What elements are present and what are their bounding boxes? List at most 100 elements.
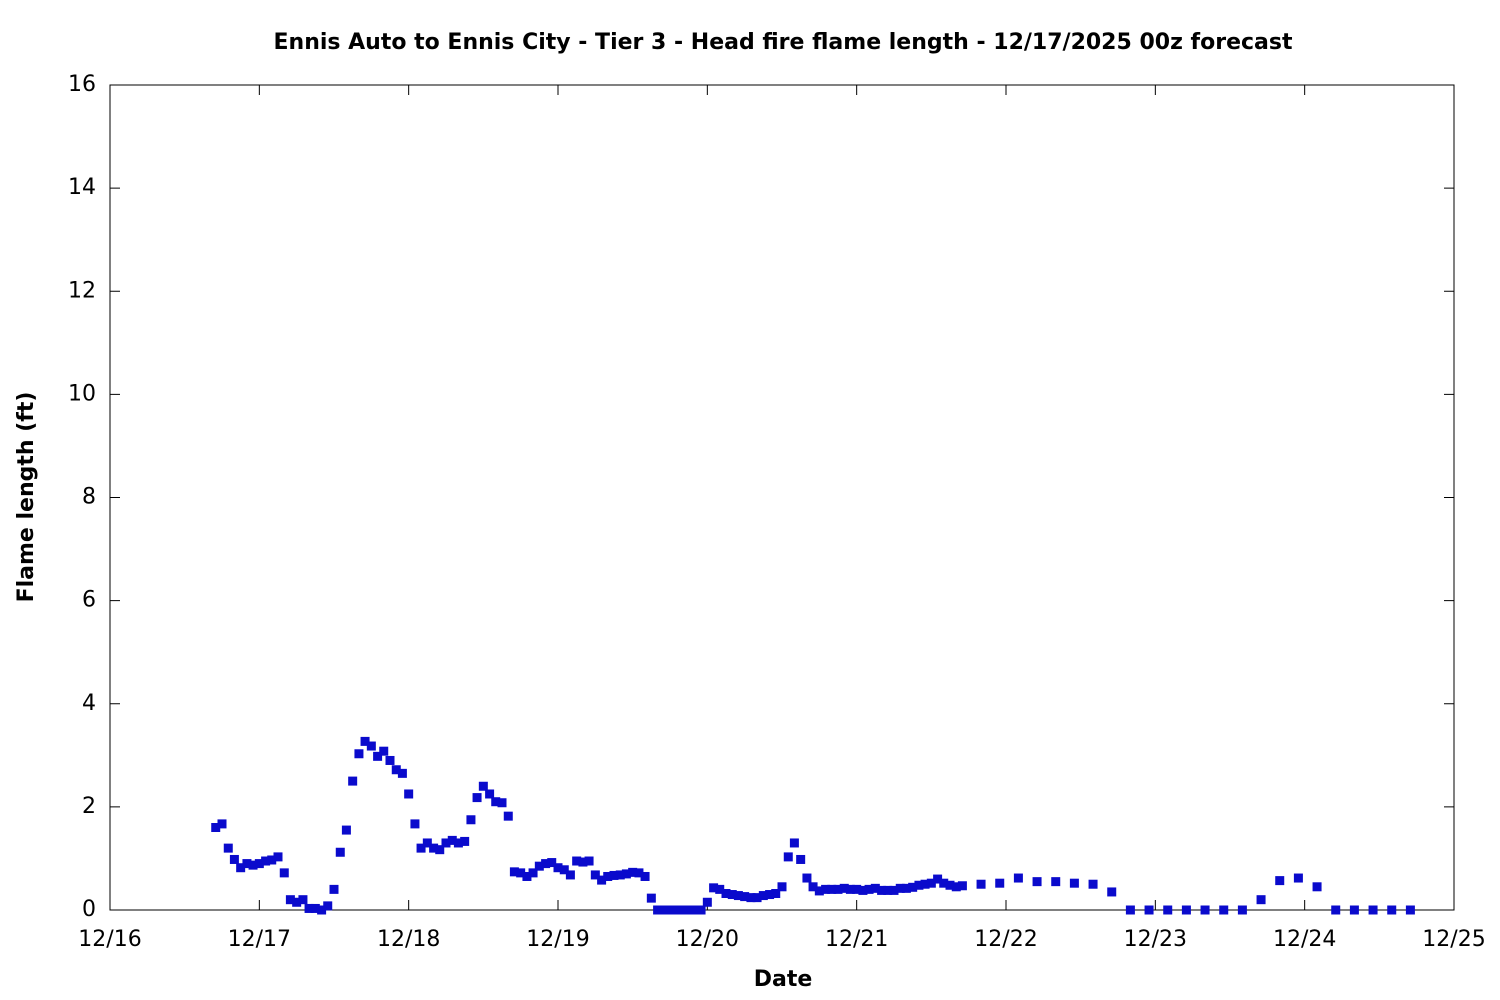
point [796, 854, 806, 864]
point [771, 889, 781, 898]
point [522, 871, 532, 881]
point [223, 843, 233, 853]
point [211, 823, 221, 832]
x-tick-label: 12/16 [78, 927, 141, 952]
chart-title: Ennis Auto to Ennis City - Tier 3 - Head… [274, 30, 1293, 55]
point [671, 905, 681, 915]
point [379, 746, 389, 756]
y-tick-label: 8 [82, 485, 96, 510]
point [665, 905, 675, 915]
point [945, 880, 955, 890]
point [609, 870, 619, 880]
point [1181, 905, 1191, 915]
point [901, 883, 911, 893]
point [777, 882, 787, 892]
point [559, 865, 569, 875]
point [485, 789, 495, 799]
point [516, 868, 526, 878]
point [366, 741, 376, 751]
point [1256, 895, 1266, 905]
point [908, 882, 918, 892]
y-tick-label: 12 [68, 278, 96, 303]
y-tick-label: 10 [68, 381, 96, 406]
x-tick-label: 12/24 [1273, 927, 1336, 952]
point [696, 905, 706, 915]
point [684, 905, 694, 915]
point [323, 901, 333, 911]
point [397, 768, 407, 778]
point [715, 884, 725, 894]
point [298, 895, 308, 905]
point [659, 905, 669, 915]
point [677, 905, 687, 915]
point [267, 855, 277, 865]
y-tick-label: 2 [82, 794, 96, 819]
point [920, 879, 930, 889]
y-tick-label: 0 [82, 897, 96, 922]
point [721, 889, 731, 898]
point [236, 863, 246, 873]
point [765, 890, 775, 900]
point [1163, 905, 1173, 915]
point [895, 883, 905, 893]
point [615, 870, 625, 880]
point [410, 819, 420, 829]
point [329, 884, 339, 894]
point [335, 847, 345, 857]
point [565, 870, 575, 880]
point [1032, 877, 1042, 887]
x-tick-label: 12/25 [1422, 927, 1485, 952]
point [534, 861, 544, 871]
point [491, 797, 501, 807]
point [646, 893, 656, 903]
point [1368, 905, 1378, 915]
point [572, 856, 582, 866]
y-tick-label: 6 [82, 588, 96, 613]
point [845, 884, 855, 894]
point [1349, 905, 1359, 915]
point [547, 858, 557, 868]
point [385, 755, 395, 765]
point [304, 903, 314, 913]
point [1013, 873, 1023, 883]
point [939, 878, 949, 888]
point [1312, 882, 1322, 892]
point [273, 852, 283, 862]
point [360, 736, 370, 746]
point [261, 856, 271, 866]
x-tick-label: 12/18 [377, 927, 440, 952]
point [447, 835, 457, 845]
point [821, 884, 831, 894]
point [1088, 879, 1098, 889]
point [584, 856, 594, 866]
point [1125, 905, 1135, 915]
point [1107, 887, 1117, 897]
point [621, 869, 631, 879]
point [472, 793, 482, 803]
point [248, 860, 258, 870]
point [1069, 878, 1079, 888]
point [653, 905, 663, 915]
point [429, 843, 439, 853]
point [497, 798, 507, 808]
point [640, 871, 650, 881]
x-tick-label: 12/23 [1124, 927, 1187, 952]
point [883, 885, 893, 895]
x-axis-label: Date [754, 967, 813, 992]
point [1331, 905, 1341, 915]
point [951, 882, 961, 892]
point [279, 868, 289, 878]
point [578, 857, 588, 867]
point [752, 893, 762, 903]
point [503, 811, 513, 821]
point [341, 825, 351, 835]
point [746, 893, 756, 903]
point [254, 859, 264, 869]
point [354, 749, 364, 759]
point [957, 881, 967, 891]
point [466, 815, 476, 825]
point [597, 875, 607, 885]
point [733, 891, 743, 901]
point [702, 897, 712, 907]
point [827, 884, 837, 894]
